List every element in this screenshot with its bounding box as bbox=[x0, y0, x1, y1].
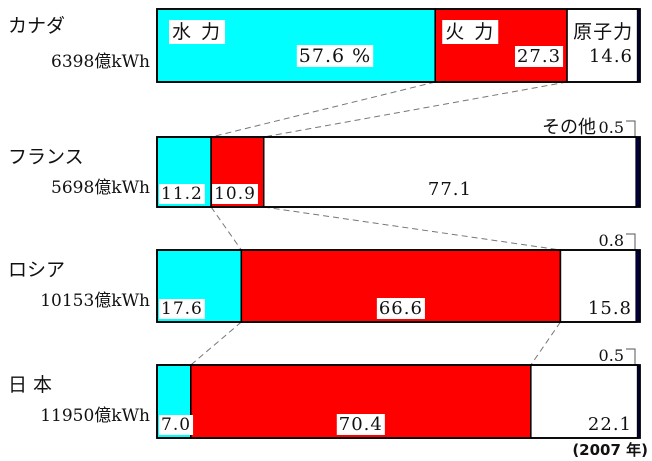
connector-1-2 bbox=[263, 81, 568, 138]
bar-segment-2-4 bbox=[636, 137, 640, 207]
category-label-nuclear-bg bbox=[570, 20, 637, 44]
value-label-2-1-group: 11.2 bbox=[159, 184, 205, 204]
category-label-thermal: 火 力 bbox=[445, 21, 495, 43]
category-label-nuclear: 原子力 bbox=[573, 21, 633, 43]
country-total-2: 5698億kWh bbox=[51, 178, 150, 198]
connector-2-2 bbox=[263, 206, 561, 251]
value-label-4-1: 7.0 bbox=[161, 415, 191, 435]
value-label-3-2-group: 66.6 bbox=[376, 298, 425, 319]
other-bracket-2 bbox=[626, 120, 636, 136]
value-label-2-3: 77.1 bbox=[428, 179, 472, 200]
value-label-3-1: 17.6 bbox=[161, 299, 203, 319]
value-label-3-2: 66.6 bbox=[379, 298, 423, 319]
value-label-4-1-bg bbox=[159, 415, 194, 435]
category-label-hydro: 水 力 bbox=[172, 21, 222, 43]
other-bracket-4 bbox=[626, 348, 636, 364]
bar-frame-4 bbox=[156, 364, 641, 439]
value-label-1-2: 27.3 bbox=[517, 46, 561, 67]
value-label-1-1-group: 57.6 % bbox=[296, 45, 374, 67]
value-label-2-2: 10.9 bbox=[214, 184, 256, 204]
bar-segment-4-4 bbox=[637, 365, 640, 438]
value-label-2-1-bg bbox=[159, 184, 205, 204]
value-label-1-3: 14.6 bbox=[589, 46, 633, 67]
category-label-hydro-bg bbox=[169, 20, 226, 44]
other-value-4: 0.5 bbox=[599, 346, 624, 365]
connector-1-1 bbox=[210, 81, 436, 138]
value-label-4-2-bg bbox=[336, 414, 385, 435]
other-category-label: その他 bbox=[542, 117, 596, 138]
category-label-thermal-group: 火 力 bbox=[442, 20, 499, 44]
value-label-1-2-group: 27.3 bbox=[514, 46, 564, 67]
value-label-3-2-bg bbox=[376, 298, 425, 319]
country-total-1: 6398億kWh bbox=[51, 52, 150, 72]
bar-segment-1-4 bbox=[637, 9, 640, 82]
value-label-2-2-bg bbox=[212, 184, 258, 204]
bar-segment-3-4 bbox=[636, 250, 640, 322]
value-label-4-1-group: 7.0 bbox=[159, 415, 194, 435]
country-name-3: ロシア bbox=[8, 259, 65, 281]
value-label-2-1: 11.2 bbox=[161, 184, 203, 204]
value-label-1-1: 57.6 % bbox=[299, 45, 371, 67]
value-label-1-2-bg bbox=[514, 46, 564, 67]
country-name-4: 日 本 bbox=[8, 374, 52, 396]
value-label-2-2-group: 10.9 bbox=[212, 184, 258, 204]
category-label-hydro-group: 水 力 bbox=[169, 20, 226, 44]
bar-frame-2 bbox=[156, 136, 641, 208]
country-name-2: フランス bbox=[8, 146, 84, 168]
bar-frame-1 bbox=[156, 8, 641, 83]
country-total-4: 11950億kWh bbox=[40, 406, 150, 426]
value-label-4-2: 70.4 bbox=[339, 414, 383, 435]
connector-3-1 bbox=[190, 321, 242, 366]
other-value-2: 0.5 bbox=[599, 118, 624, 137]
bar-segment-1-1 bbox=[156, 8, 436, 83]
other-bracket-3 bbox=[626, 233, 636, 249]
category-label-thermal-bg bbox=[442, 20, 499, 44]
value-label-3-1-group: 17.6 bbox=[159, 299, 205, 319]
bar-frame-3 bbox=[156, 249, 641, 323]
year-note: (2007 年) bbox=[572, 441, 648, 459]
connector-2-1 bbox=[210, 206, 242, 251]
value-label-1-1-bg bbox=[296, 45, 374, 67]
value-label-4-3: 22.1 bbox=[588, 414, 632, 435]
country-name-1: カナダ bbox=[8, 15, 65, 37]
value-label-4-2-group: 70.4 bbox=[336, 414, 385, 435]
value-label-3-1-bg bbox=[159, 299, 205, 319]
value-label-3-3: 15.8 bbox=[588, 298, 632, 319]
connector-3-2 bbox=[530, 321, 561, 366]
other-value-3: 0.8 bbox=[599, 231, 624, 250]
country-total-3: 10153億kWh bbox=[40, 291, 150, 311]
category-label-nuclear-group: 原子力 bbox=[570, 20, 637, 44]
